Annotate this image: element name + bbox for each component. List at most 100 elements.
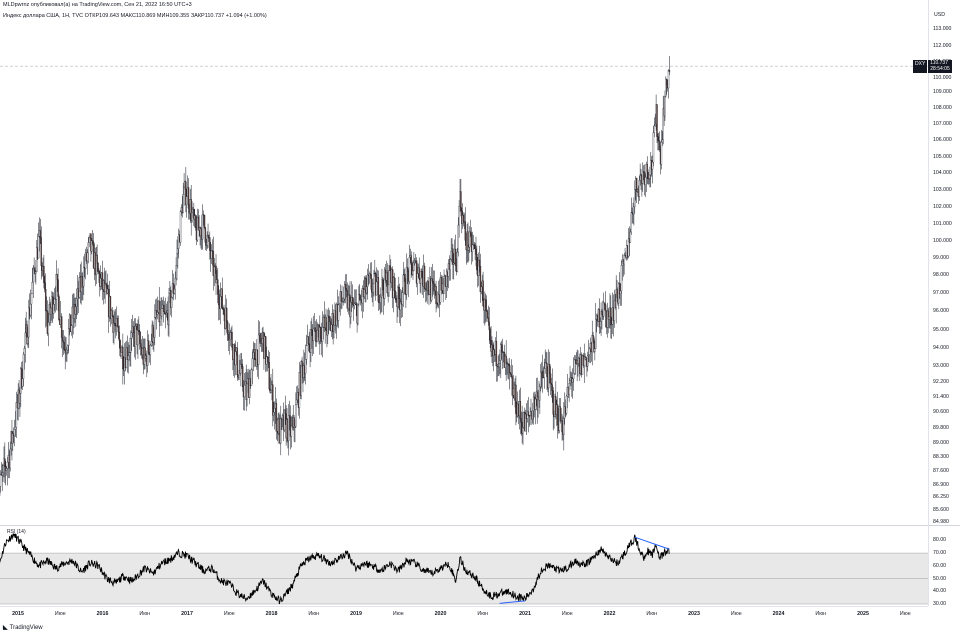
- candle-up: [154, 317, 156, 338]
- candle-up: [82, 286, 84, 288]
- candle-up: [296, 399, 298, 406]
- candle-down: [58, 296, 60, 320]
- candle-up: [246, 383, 248, 400]
- price-tick-label: 103.000: [933, 187, 952, 193]
- candle-down: [227, 334, 230, 341]
- time-tick-label: Июн: [54, 611, 66, 617]
- candle-down: [389, 265, 391, 272]
- candle-down: [209, 237, 211, 251]
- candle-down: [308, 343, 310, 345]
- candle-up: [127, 355, 129, 360]
- candle-up: [453, 262, 455, 265]
- candle-up: [446, 271, 448, 288]
- candle-up: [24, 332, 26, 349]
- time-tick-label: 2023: [688, 611, 700, 617]
- candle-down: [435, 286, 437, 305]
- candle-down: [91, 240, 94, 243]
- candle-up: [65, 352, 67, 354]
- candle-up: [623, 255, 625, 265]
- candle-down: [548, 364, 551, 374]
- candle-up: [150, 341, 152, 346]
- candle-down: [223, 309, 225, 315]
- candle-up: [272, 412, 275, 416]
- candle-up: [651, 161, 654, 170]
- candle-down: [658, 140, 661, 150]
- candle-down: [122, 346, 124, 370]
- candle-down: [501, 350, 504, 353]
- candle-up: [91, 240, 93, 252]
- price-tick-label: 97.000: [933, 290, 949, 296]
- candle-up: [147, 340, 149, 366]
- candle-down: [509, 365, 511, 374]
- time-axis[interactable]: 2015 Июн 2016 Июн 2017 Июн 2018 Июн 2019 Июн 2020 И…: [0, 606, 928, 621]
- candle-up: [250, 369, 253, 386]
- candle-up: [234, 351, 237, 366]
- time-tick-label: Июн: [477, 611, 489, 617]
- candle-up: [383, 269, 386, 299]
- candle-up: [52, 304, 55, 314]
- price-tick-label: 93.000: [933, 363, 949, 369]
- candle-up: [130, 338, 132, 353]
- time-tick-label: Июн: [308, 611, 320, 617]
- candle-up: [449, 258, 451, 270]
- candle-up: [343, 284, 346, 300]
- candle-down: [138, 330, 140, 332]
- price-tick-label: 91.400: [933, 394, 949, 400]
- price-tick-label: 101.000: [933, 221, 952, 227]
- candle-up: [30, 293, 33, 305]
- candle-up: [639, 174, 641, 181]
- candle-down: [96, 255, 98, 264]
- candle-up: [587, 355, 589, 367]
- candle-up: [537, 396, 539, 411]
- candle-down: [501, 344, 503, 352]
- candle-down: [57, 279, 59, 297]
- candle-up: [599, 321, 601, 328]
- candle-down: [642, 171, 645, 173]
- price-chart-pane[interactable]: [0, 0, 928, 525]
- candle-up: [353, 303, 356, 306]
- price-tick-label: 110.000: [933, 75, 952, 81]
- candle-down: [423, 265, 426, 289]
- candle-down: [550, 382, 553, 385]
- candle-down: [147, 340, 150, 353]
- candle-up: [619, 290, 622, 294]
- candle-up: [652, 132, 655, 163]
- time-tick-label: Июн: [815, 611, 827, 617]
- candle-up: [661, 139, 664, 143]
- candle-up: [280, 418, 282, 444]
- price-tick-label: 92.200: [933, 379, 949, 385]
- candle-up: [104, 283, 106, 293]
- price-scale[interactable]: USD 113.000112.000111.000110.000109.0001…: [928, 0, 960, 607]
- candle-down: [172, 283, 175, 294]
- candle-down: [452, 248, 454, 265]
- candle-down: [359, 294, 361, 301]
- candle-down: [509, 372, 512, 375]
- candle-down: [231, 331, 233, 348]
- pane-separator[interactable]: [0, 525, 960, 526]
- candle-down: [406, 267, 409, 272]
- candle-down: [187, 187, 190, 209]
- candle-up: [660, 141, 663, 165]
- candle-up: [294, 426, 296, 428]
- candle-up: [649, 174, 651, 179]
- candle-up: [543, 368, 546, 378]
- candle-up: [327, 315, 329, 336]
- candle-up: [53, 298, 56, 305]
- candle-down: [340, 291, 342, 302]
- candle-up: [37, 236, 40, 259]
- candle-down: [64, 349, 66, 354]
- candle-up: [613, 300, 616, 321]
- candle-down: [519, 400, 522, 419]
- candle-down: [427, 281, 429, 291]
- candle-up: [388, 265, 390, 285]
- candle-up: [653, 125, 656, 133]
- rsi-pane[interactable]: [0, 526, 928, 606]
- price-tick-label: 85.600: [933, 507, 949, 513]
- candle-up: [573, 359, 576, 374]
- candle-down: [610, 307, 612, 326]
- candle-up: [174, 278, 176, 290]
- candle-up: [321, 327, 324, 342]
- candle-up: [240, 363, 242, 374]
- candle-down: [369, 273, 372, 275]
- candle-up: [191, 212, 193, 221]
